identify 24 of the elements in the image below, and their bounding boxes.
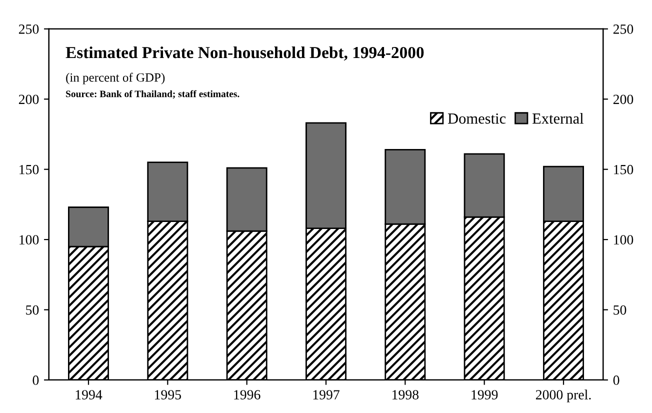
y2-tick-label: 200 <box>613 94 634 104</box>
y-tick-label: 150 <box>20 164 39 174</box>
x-tick-label: 1998 <box>392 390 419 400</box>
y2-tick-label: 100 <box>614 235 634 244</box>
x-tick-label: 2000 prel. <box>536 390 591 402</box>
x-tick-label: 1995 <box>154 390 182 400</box>
text: (in percent of GDP) <box>66 72 165 84</box>
y2-tick-label: 50 <box>614 305 626 315</box>
annotation: Source: Bank of Thailand; staff estimates. <box>66 90 240 99</box>
x-tick-label: 1999 <box>472 390 498 400</box>
y2-tick-label: 250 <box>613 24 634 34</box>
y-tick-label: 0 <box>32 376 39 385</box>
y-tick-label: 250 <box>18 24 39 34</box>
x-tick-label: 1997 <box>313 390 340 400</box>
y-tick-label: 50 <box>26 305 39 315</box>
legend-label: External <box>532 112 584 124</box>
y2-tick-label: 150 <box>614 164 634 174</box>
y-tick-label: 100 <box>20 235 39 244</box>
x-tick-label: 1996 <box>234 390 260 400</box>
legend-label: Domestic <box>448 113 506 124</box>
text: Estimated Private Non-household Debt, 1994-2000 <box>66 46 424 61</box>
y-tick-label: 200 <box>18 94 39 104</box>
y2-tick-label: 0 <box>613 376 620 385</box>
x-tick-label: 1994 <box>76 390 102 400</box>
